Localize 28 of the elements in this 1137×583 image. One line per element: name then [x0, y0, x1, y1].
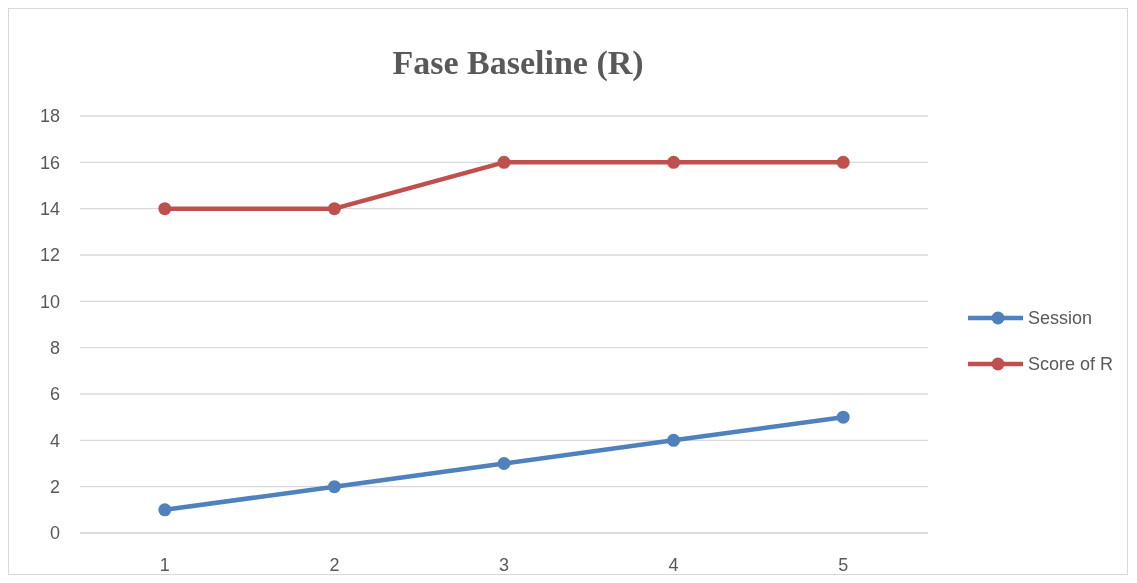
point [667, 433, 681, 447]
y-tick-label: 8 [49, 337, 60, 358]
x-tick-label: 1 [159, 555, 170, 575]
y-tick-label: 10 [39, 291, 60, 312]
y-tick-label: 12 [39, 245, 60, 266]
y-tick-label: 4 [49, 430, 60, 451]
y-tick-label: 0 [49, 523, 60, 544]
point [327, 480, 341, 494]
y-tick-label: 14 [39, 198, 60, 219]
point [836, 155, 850, 169]
x-tick-label: 5 [838, 555, 849, 575]
x-tick-label: 3 [498, 555, 510, 575]
x-tick-label: 4 [668, 555, 679, 575]
point [158, 503, 172, 517]
point [497, 155, 511, 169]
y-tick-label: 2 [49, 476, 60, 497]
y-tick-label: 6 [49, 384, 60, 405]
y-tick-label: 16 [39, 152, 60, 173]
point [327, 202, 341, 216]
point [158, 202, 172, 216]
chart-title: Fase Baseline (R) [392, 44, 644, 82]
point [667, 155, 681, 169]
legend-label: Session [1028, 308, 1093, 329]
x-tick-label: 2 [329, 555, 340, 575]
y-tick-label: 18 [39, 106, 60, 127]
legend-label: Score of R [1028, 354, 1114, 375]
point [836, 410, 850, 424]
point [497, 457, 511, 470]
